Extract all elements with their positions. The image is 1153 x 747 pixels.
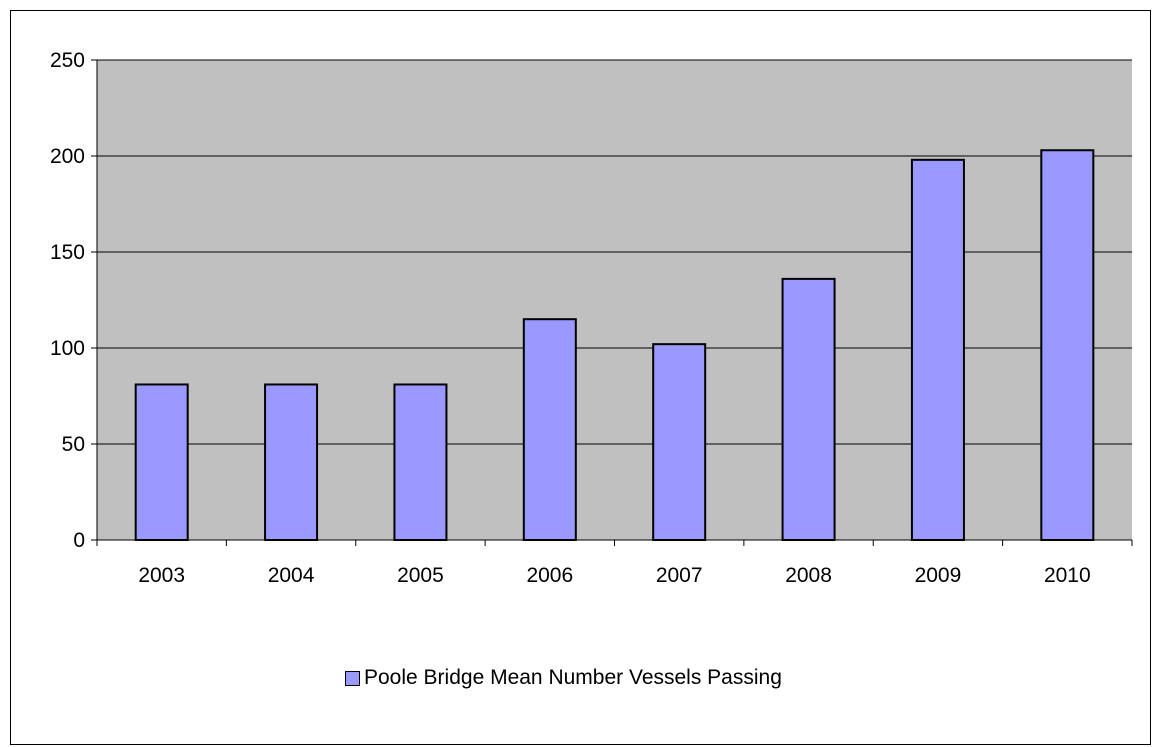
bar-2010 (1040, 149, 1095, 542)
x-tick-label: 2004 (268, 564, 315, 587)
bar-2003 (134, 383, 189, 542)
bar-2007 (652, 343, 707, 541)
axes (91, 59, 1133, 546)
x-tick-labels: 2003 2004 2005 2006 2007 2008 2009 2010 (138, 564, 1090, 587)
legend-swatch (345, 670, 360, 686)
plot-area (97, 60, 1132, 540)
y-tick-labels: 0 50 100 150 200 250 (50, 49, 85, 552)
bar-2009 (910, 158, 965, 541)
x-tick-label: 2008 (785, 564, 832, 587)
x-tick-label: 2009 (915, 564, 962, 587)
y-tick-label: 50 (62, 433, 85, 456)
bar-2008 (781, 277, 836, 541)
bar-2006 (522, 318, 577, 542)
y-tick-label: 100 (50, 337, 85, 360)
x-tick-label: 2005 (397, 564, 444, 587)
y-tick-label: 250 (50, 49, 85, 72)
y-tick-label: 200 (50, 145, 85, 168)
x-tick-label: 2006 (526, 564, 573, 587)
x-tick-label: 2003 (138, 564, 185, 587)
y-tick-label: 0 (73, 529, 85, 552)
y-tick-label: 150 (50, 241, 85, 264)
legend: Poole Bridge Mean Number Vessels Passing (345, 665, 782, 691)
bars (134, 149, 1095, 542)
bar-2004 (264, 383, 319, 542)
bar-2005 (393, 383, 448, 542)
legend-label: Poole Bridge Mean Number Vessels Passing (364, 666, 782, 689)
x-tick-label: 2010 (1044, 564, 1091, 587)
x-tick-label: 2007 (656, 564, 703, 587)
